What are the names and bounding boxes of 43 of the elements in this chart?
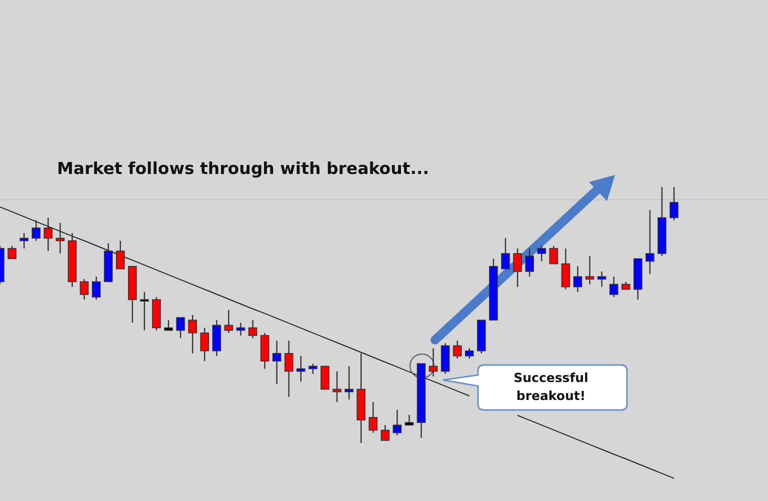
candlestick [140, 291, 149, 331]
candlestick [501, 238, 510, 270]
candlestick [8, 245, 16, 260]
candlestick [561, 248, 570, 290]
candlestick [549, 245, 558, 264]
candlestick [404, 414, 414, 426]
candlestick [320, 366, 330, 390]
candlestick [200, 327, 210, 362]
candlestick [344, 366, 354, 400]
candlestick [188, 314, 197, 354]
candlestick [176, 316, 185, 339]
candlestick [308, 363, 318, 374]
candlestick [80, 278, 89, 300]
candlestick [392, 409, 402, 436]
candlestick [380, 424, 390, 442]
candlestick [368, 401, 378, 434]
candlestick [236, 322, 246, 336]
candlestick [332, 370, 342, 403]
candlestick [164, 320, 173, 331]
candlestick [609, 276, 618, 298]
candlestick [428, 348, 438, 378]
candlestick [224, 309, 234, 334]
chart-title: Market follows through with breakout... [57, 159, 430, 178]
candlestick [284, 340, 294, 398]
candlestick [525, 248, 534, 278]
candlestick [116, 240, 125, 270]
candlestick [92, 276, 101, 300]
candlestick [452, 340, 462, 360]
candlestick [537, 245, 546, 262]
candlestick [670, 186, 678, 221]
candlestick [573, 266, 582, 293]
candlestick [597, 270, 606, 288]
candlestick [513, 248, 522, 288]
candlestick [646, 209, 654, 275]
candlestick [464, 348, 474, 360]
candlestick [44, 217, 53, 252]
candlestick [296, 355, 306, 382]
candlestick [585, 256, 594, 285]
annotation: Successful breakout! [514, 370, 588, 403]
candlestick [248, 320, 258, 339]
candlestick [20, 232, 28, 250]
candlestick [272, 340, 282, 385]
candlestick [32, 220, 41, 242]
